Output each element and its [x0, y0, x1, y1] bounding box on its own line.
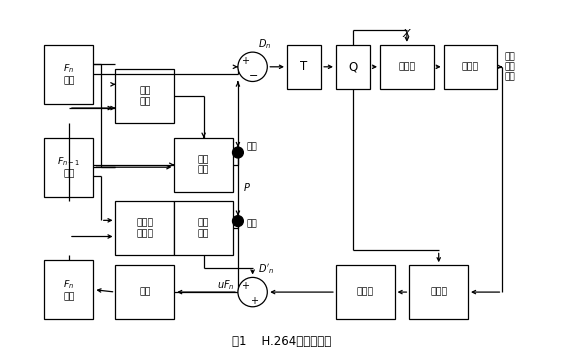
- Text: 帧间: 帧间: [246, 142, 258, 151]
- Text: $D_n$: $D_n$: [258, 37, 272, 51]
- Bar: [116, 201, 174, 255]
- Text: 网络
自适
应层: 网络 自适 应层: [504, 52, 515, 82]
- Text: 运动
估计: 运动 估计: [139, 86, 151, 106]
- Text: 帧内
预测: 帧内 预测: [198, 219, 209, 238]
- Text: 图1    H.264编码器结构: 图1 H.264编码器结构: [232, 335, 332, 348]
- Circle shape: [232, 147, 243, 158]
- Text: 帧内预
测选择: 帧内预 测选择: [136, 219, 153, 238]
- Bar: [45, 45, 94, 103]
- Bar: [174, 138, 233, 192]
- Text: 滤波: 滤波: [139, 287, 151, 297]
- Circle shape: [238, 278, 267, 307]
- Bar: [336, 265, 395, 319]
- Text: +: +: [241, 56, 249, 66]
- Bar: [380, 45, 434, 89]
- Text: 重排序: 重排序: [398, 62, 416, 71]
- Circle shape: [232, 216, 243, 227]
- Text: $D'_n$: $D'_n$: [258, 263, 275, 276]
- Bar: [174, 201, 233, 255]
- Text: Q: Q: [349, 60, 358, 73]
- Bar: [116, 69, 174, 123]
- Text: T: T: [301, 60, 308, 73]
- Text: $P$: $P$: [243, 181, 250, 193]
- Text: 反量化: 反量化: [430, 287, 447, 297]
- Bar: [45, 138, 94, 196]
- Text: 反变换: 反变换: [356, 287, 374, 297]
- Text: +: +: [241, 281, 249, 291]
- Bar: [287, 45, 321, 89]
- Text: $F_n$
重建: $F_n$ 重建: [63, 278, 74, 301]
- Text: $X$: $X$: [402, 27, 412, 39]
- Text: 熵编码: 熵编码: [462, 62, 479, 71]
- Bar: [409, 265, 468, 319]
- Text: $F_{n-1}$
参考: $F_{n-1}$ 参考: [58, 156, 81, 179]
- Text: 帧内: 帧内: [246, 219, 258, 228]
- Circle shape: [238, 52, 267, 81]
- Bar: [336, 45, 370, 89]
- Text: +: +: [250, 296, 258, 306]
- Bar: [444, 45, 497, 89]
- Text: $F_n$
当前: $F_n$ 当前: [63, 63, 74, 86]
- Bar: [116, 265, 174, 319]
- Text: $uF_n$: $uF_n$: [217, 278, 235, 292]
- Text: −: −: [249, 71, 258, 81]
- Bar: [45, 260, 94, 319]
- Text: 运动
补偿: 运动 补偿: [198, 155, 209, 175]
